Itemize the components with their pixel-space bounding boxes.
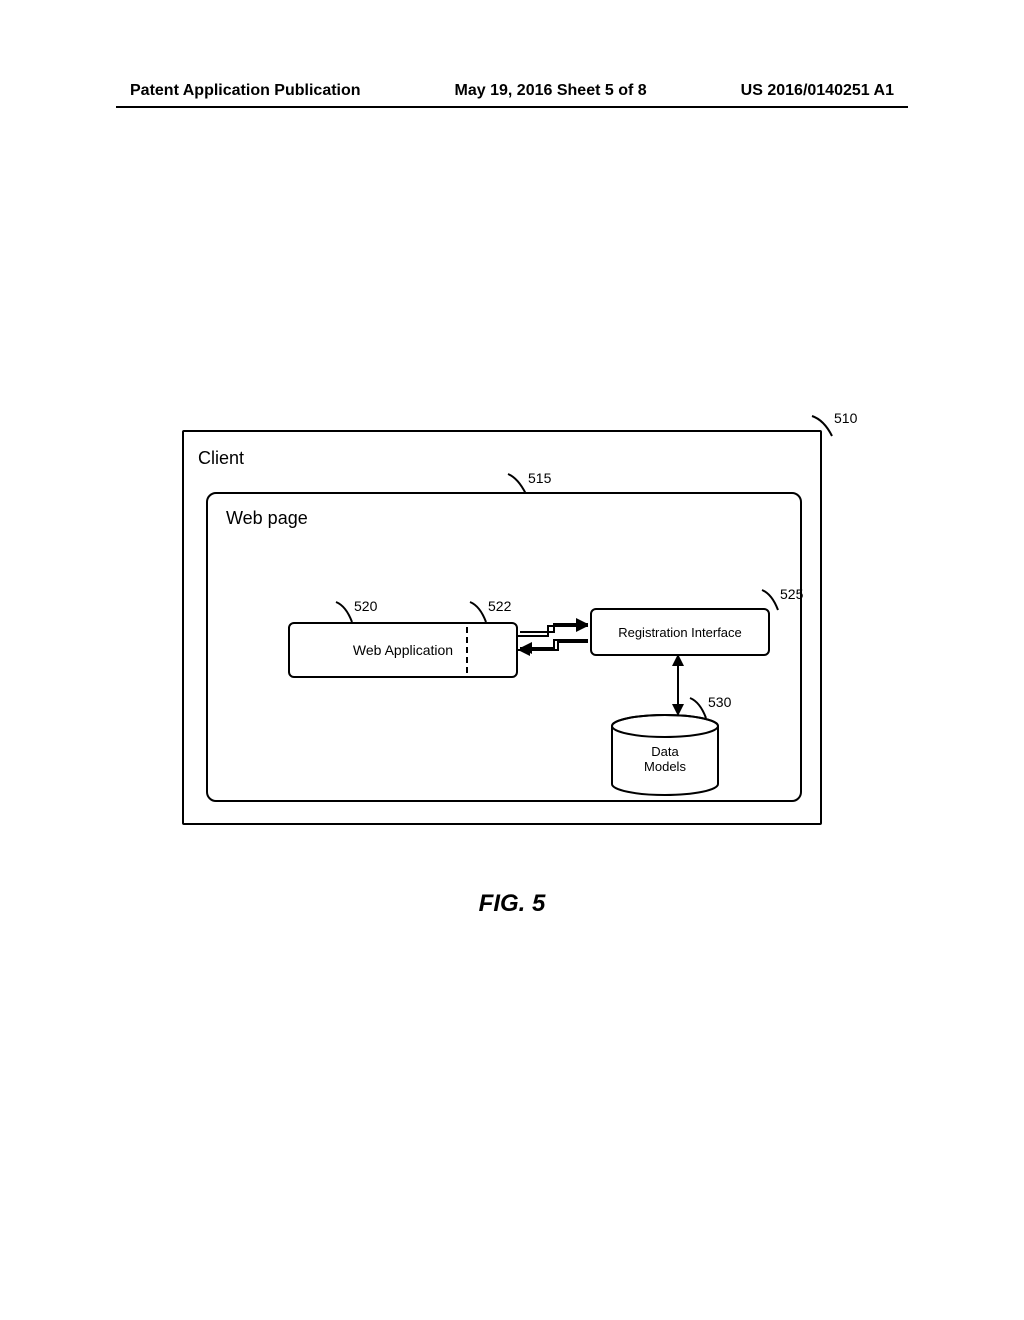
ref-label-520: 520	[354, 598, 377, 614]
registration-interface-label: Registration Interface	[618, 625, 742, 640]
figure-diagram: 510 Client 515 Web page 520 522 525	[182, 430, 822, 840]
datamodels-label: Data Models	[610, 744, 720, 774]
ref-label-515: 515	[528, 470, 551, 486]
header-rule	[116, 106, 908, 108]
datamodels-label-line2: Models	[644, 759, 686, 774]
header-right: US 2016/0140251 A1	[741, 82, 894, 100]
webapp-label: Web Application	[353, 642, 453, 658]
ref-label-525: 525	[780, 586, 803, 602]
client-label: Client	[198, 448, 244, 469]
webapp-box: Web Application	[288, 622, 518, 678]
ref-label-510: 510	[834, 410, 857, 426]
webpage-box: Web page 520 522 525 Web Application	[206, 492, 802, 802]
edge-webapp-regint-clean	[514, 616, 604, 666]
ref-label-522: 522	[488, 598, 511, 614]
webapp-dash-line	[466, 627, 468, 673]
page-header: Patent Application Publication May 19, 2…	[0, 82, 1024, 100]
header-left: Patent Application Publication	[130, 82, 361, 100]
header-center: May 19, 2016 Sheet 5 of 8	[455, 82, 647, 100]
ref-label-530: 530	[708, 694, 731, 710]
registration-interface-box: Registration Interface	[590, 608, 770, 656]
webpage-label: Web page	[226, 508, 308, 529]
datamodels-cylinder: Data Models	[610, 714, 720, 796]
client-box: Client 515 Web page 520 522 525	[182, 430, 822, 825]
datamodels-label-line1: Data	[651, 744, 678, 759]
figure-caption: FIG. 5	[0, 890, 1024, 918]
